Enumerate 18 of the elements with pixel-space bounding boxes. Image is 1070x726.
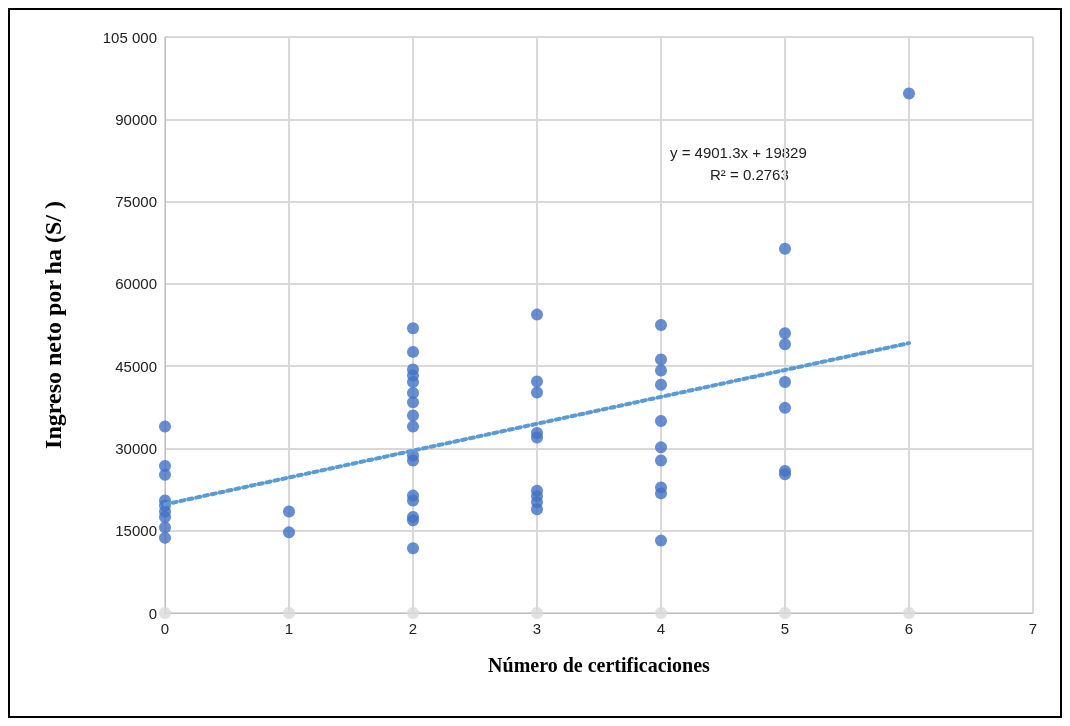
y-tick-label: 45000 [115, 357, 157, 375]
y-axis-title: Ingreso neto por ha (S/ ) [40, 201, 66, 449]
x-tick-label: 3 [532, 620, 542, 637]
y-tick-label: 0 [148, 604, 157, 622]
y-tick-label: 75000 [115, 193, 157, 211]
x-tick-label: 2 [408, 620, 418, 637]
x-axis-title: Número de certificaciones [488, 654, 711, 676]
y-tick-label: 60000 [115, 275, 157, 293]
x-tick-label: 5 [780, 620, 790, 637]
y-tick-label: 90000 [115, 110, 157, 128]
y-tick-label: 15000 [115, 522, 157, 540]
y-tick-label: 30000 [115, 439, 157, 457]
y-tick-label: 105 000 [102, 28, 157, 46]
x-tick-label: 0 [160, 620, 170, 637]
x-tick-label: 1 [284, 620, 294, 637]
x-tick-label: 4 [656, 620, 666, 637]
x-tick-label: 7 [1028, 620, 1038, 637]
x-tick-label: 6 [904, 620, 914, 637]
